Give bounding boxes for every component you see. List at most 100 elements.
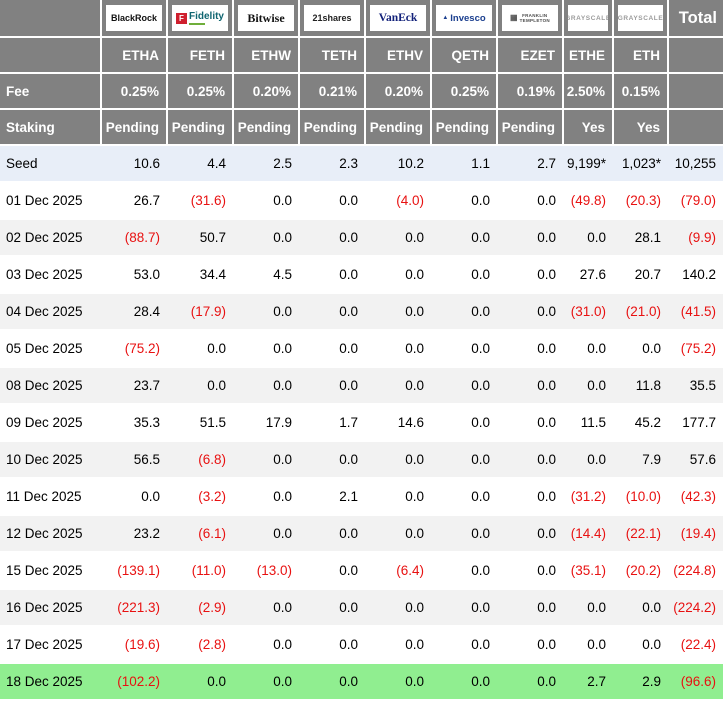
value-cell: 20.7 bbox=[634, 267, 661, 282]
value-cell: (14.4) bbox=[570, 526, 606, 541]
value-cell: 0.0 bbox=[471, 304, 490, 319]
value-cell: 0.0 bbox=[339, 341, 358, 356]
value-cell: 0.0 bbox=[587, 341, 606, 356]
vaneck-logo: VanEck bbox=[370, 5, 426, 31]
value-cell: 0.0 bbox=[537, 674, 556, 689]
value-cell: 0.0 bbox=[471, 563, 490, 578]
value-cell: 0.0 bbox=[273, 600, 292, 615]
staking-cell: Pending bbox=[100, 108, 168, 146]
table-row-label: 15 Dec 2025 bbox=[6, 563, 83, 578]
value-cell: 0.0 bbox=[273, 452, 292, 467]
total-cell: 35.5 bbox=[689, 378, 716, 393]
staking-row-total-empty bbox=[667, 108, 723, 146]
value-cell: 26.7 bbox=[133, 193, 160, 208]
value-cell: 0.0 bbox=[339, 674, 358, 689]
value-cell: 0.0 bbox=[471, 267, 490, 282]
total-cell: (75.2) bbox=[680, 341, 716, 356]
value-cell: 0.0 bbox=[642, 600, 661, 615]
value-cell: 0.0 bbox=[339, 230, 358, 245]
total-cell: 177.7 bbox=[682, 415, 716, 430]
ticker-cell: ETHV bbox=[364, 36, 432, 74]
grayscale-logo: GRAYSCALE bbox=[568, 5, 608, 31]
value-cell: 2.7 bbox=[537, 156, 556, 171]
value-cell: 34.4 bbox=[199, 267, 226, 282]
fidelity-f-icon: F bbox=[175, 12, 187, 24]
table-row-label: 04 Dec 2025 bbox=[6, 304, 83, 319]
invesco-logo: ▲ Invesco bbox=[436, 5, 492, 31]
value-cell: 0.0 bbox=[405, 267, 424, 282]
value-cell: 1.1 bbox=[471, 156, 490, 171]
corner-cell bbox=[0, 0, 102, 38]
staking-row: Staking Pending Pending Pending Pending Pendi… bbox=[0, 108, 723, 146]
value-cell: (4.0) bbox=[396, 193, 424, 208]
value-cell: (2.9) bbox=[198, 600, 226, 615]
value-cell: 0.0 bbox=[405, 452, 424, 467]
value-cell: 0.0 bbox=[537, 341, 556, 356]
fee-cell: 0.25% bbox=[430, 72, 498, 110]
value-cell: 0.0 bbox=[471, 230, 490, 245]
value-cell: 0.0 bbox=[471, 637, 490, 652]
fidelity-logo: F Fidelity bbox=[172, 5, 228, 31]
value-cell: 50.7 bbox=[199, 230, 226, 245]
value-cell: 45.2 bbox=[634, 415, 661, 430]
grayscale-wordmark: GRAYSCALE bbox=[568, 14, 608, 22]
ticker-cell: ETHE bbox=[562, 36, 614, 74]
staking-cell: Pending bbox=[430, 108, 498, 146]
total-cell: (79.0) bbox=[680, 193, 716, 208]
ticker-row-total-empty bbox=[667, 36, 723, 74]
value-cell: 0.0 bbox=[537, 415, 556, 430]
fee-cell: 0.15% bbox=[612, 72, 669, 110]
value-cell: 0.0 bbox=[471, 600, 490, 615]
value-cell: 0.0 bbox=[471, 489, 490, 504]
table-row: 03 Dec 2025 53.0 34.4 4.5 0.0 0.0 0.0 0.0 27.6 20… bbox=[0, 256, 723, 293]
ticker-cell: ETH bbox=[612, 36, 669, 74]
value-cell: 14.6 bbox=[397, 415, 424, 430]
value-cell: 2.3 bbox=[339, 156, 358, 171]
grayscale-logo: GRAYSCALE bbox=[618, 5, 663, 31]
table-row: 10 Dec 2025 56.5 (6.8) 0.0 0.0 0.0 0.0 0.0 0.0 7.… bbox=[0, 441, 723, 478]
fee-cell: 0.20% bbox=[364, 72, 432, 110]
value-cell: 10.6 bbox=[133, 156, 160, 171]
value-cell: 0.0 bbox=[537, 230, 556, 245]
value-cell: 56.5 bbox=[133, 452, 160, 467]
value-cell: (6.1) bbox=[198, 526, 226, 541]
fidelity-green-bar bbox=[188, 22, 205, 25]
staking-cell: Pending bbox=[496, 108, 564, 146]
table-row: 04 Dec 2025 28.4 (17.9) 0.0 0.0 0.0 0.0 0.0 (31.… bbox=[0, 293, 723, 330]
etf-flow-table: BlackRock F Fidelity Bitwise 21shares VanEck ▲… bbox=[0, 0, 723, 699]
fee-cell: 2.50% bbox=[562, 72, 614, 110]
ticker-row-label bbox=[0, 36, 102, 74]
seed-row: Seed 10.6 4.4 2.5 2.3 10.2 1.1 2.7 9,199* 1,023* 1… bbox=[0, 145, 723, 182]
value-cell: 0.0 bbox=[587, 600, 606, 615]
blackrock-wordmark: BlackRock bbox=[110, 13, 158, 23]
value-cell: 0.0 bbox=[471, 341, 490, 356]
value-cell: 0.0 bbox=[537, 304, 556, 319]
fee-row: Fee 0.25% 0.25% 0.20% 0.21% 0.20% 0.25% 0.19% 2.… bbox=[0, 72, 723, 110]
value-cell: 0.0 bbox=[273, 230, 292, 245]
value-cell: 0.0 bbox=[537, 489, 556, 504]
ticker-row: ETHA FETH ETHW TETH ETHV QETH EZET ETHE ETH bbox=[0, 36, 723, 74]
value-cell: 0.0 bbox=[273, 489, 292, 504]
value-cell: 0.0 bbox=[405, 489, 424, 504]
value-cell: (31.2) bbox=[570, 489, 606, 504]
table-row-label: 03 Dec 2025 bbox=[6, 267, 83, 282]
total-cell: (41.5) bbox=[680, 304, 716, 319]
value-cell: 0.0 bbox=[537, 452, 556, 467]
value-cell: (102.2) bbox=[117, 674, 160, 689]
value-cell: (20.3) bbox=[625, 193, 661, 208]
ticker-cell: EZET bbox=[496, 36, 564, 74]
fee-row-total-empty bbox=[667, 72, 723, 110]
value-cell: (10.0) bbox=[625, 489, 661, 504]
logo-cell: BlackRock bbox=[100, 0, 168, 38]
bitwise-wordmark: Bitwise bbox=[247, 10, 285, 25]
fee-cell: 0.19% bbox=[496, 72, 564, 110]
table-body: Seed 10.6 4.4 2.5 2.3 10.2 1.1 2.7 9,199* 1,023* 1… bbox=[0, 145, 723, 699]
value-cell: 23.2 bbox=[133, 526, 160, 541]
table-row: 12 Dec 2025 23.2 (6.1) 0.0 0.0 0.0 0.0 0.0 (14.4… bbox=[0, 515, 723, 552]
value-cell: 0.0 bbox=[339, 304, 358, 319]
table-row-label: 05 Dec 2025 bbox=[6, 341, 83, 356]
value-cell: (75.2) bbox=[124, 341, 160, 356]
value-cell: (17.9) bbox=[190, 304, 226, 319]
table-row: 17 Dec 2025 (19.6) (2.8) 0.0 0.0 0.0 0.0 0.0 0.0… bbox=[0, 626, 723, 663]
ticker-cell: FETH bbox=[166, 36, 234, 74]
